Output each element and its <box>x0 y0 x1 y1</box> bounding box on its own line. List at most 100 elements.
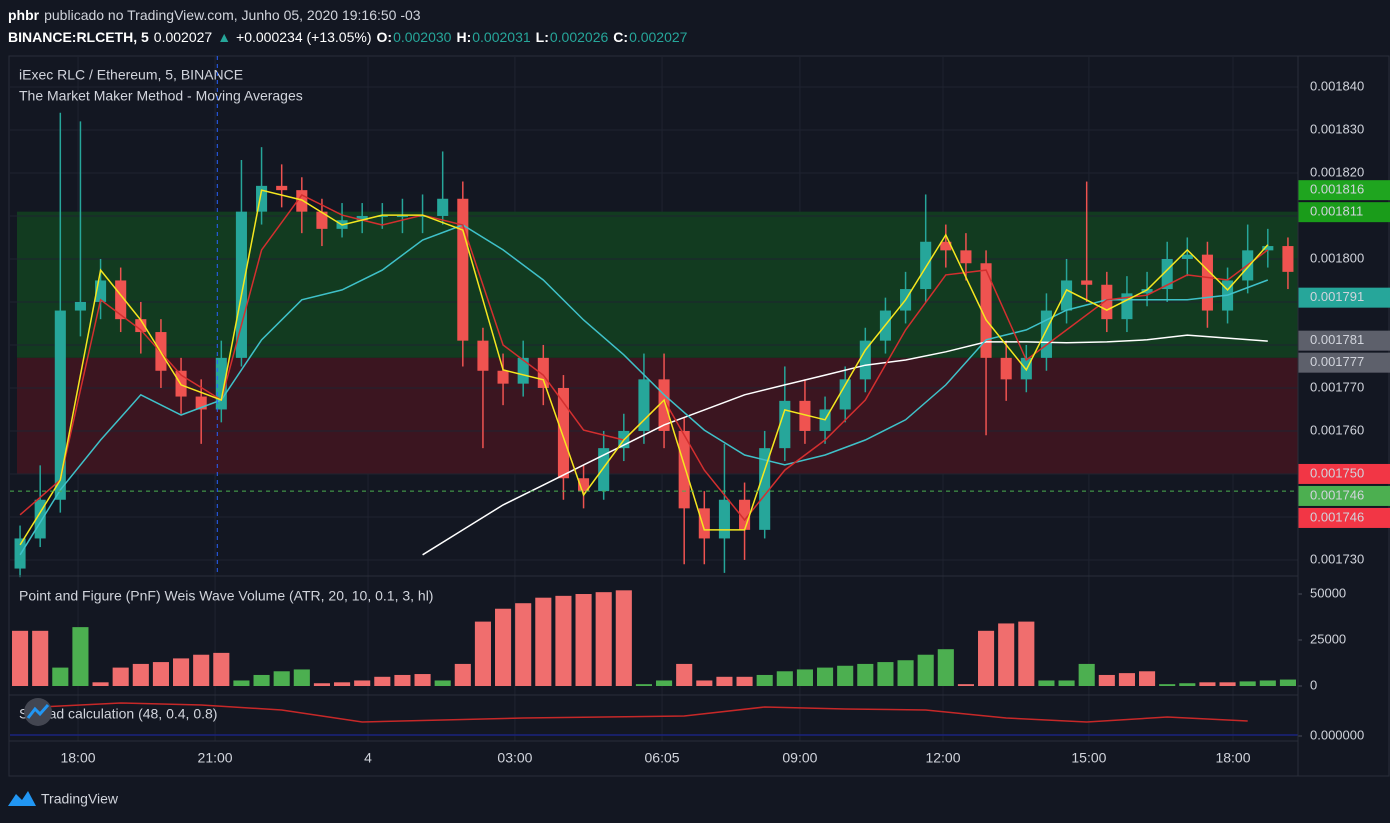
candle-body <box>316 211 328 229</box>
user: phbr <box>8 7 40 23</box>
volume-bar <box>1179 683 1196 686</box>
candle-body <box>779 400 791 449</box>
candle-body <box>1141 289 1153 294</box>
candle-body <box>376 215 388 217</box>
quote-part: O: <box>377 29 393 45</box>
volume-bar <box>1058 680 1075 686</box>
candle-body <box>799 400 811 431</box>
volume-bar <box>1038 680 1055 686</box>
candle-body <box>537 357 549 388</box>
volume-bar <box>454 663 471 686</box>
volume-bar <box>233 680 250 686</box>
x-tick-label: 03:00 <box>497 750 532 766</box>
x-tick-label: 12:00 <box>925 750 960 766</box>
y-tick-label: 0.001770 <box>1310 379 1364 394</box>
volume-bar <box>313 683 330 686</box>
series-line <box>19 224 1269 556</box>
volume-bar <box>635 684 652 686</box>
volume-bar <box>1239 681 1256 686</box>
volume-bar <box>1078 663 1095 686</box>
volume-bar <box>1098 674 1115 686</box>
candle-body <box>578 478 590 492</box>
volume-bar <box>152 662 169 686</box>
price-marker-label: 0.001777 <box>1310 354 1364 369</box>
volume-bar <box>656 680 673 686</box>
volume-bar <box>374 676 391 686</box>
volume-bar <box>193 654 210 686</box>
publish-line: phbr publicado no TradingView.com, Junho … <box>8 7 421 23</box>
candle-body <box>356 215 368 221</box>
volume-bar <box>736 676 753 686</box>
candle-body <box>718 499 730 539</box>
x-tick-label: 09:00 <box>782 750 817 766</box>
volume-bar <box>1259 680 1276 686</box>
volume-bar <box>817 667 834 686</box>
price-marker <box>1298 352 1390 373</box>
series-line <box>19 189 1269 546</box>
candle-body <box>497 370 509 384</box>
price-marker <box>1298 485 1390 506</box>
volume-bar <box>112 667 129 686</box>
icon-mark <box>26 704 50 719</box>
price-marker <box>1298 330 1390 351</box>
volume-bar <box>555 595 572 686</box>
candle-body <box>698 508 710 539</box>
x-tick-label: 4 <box>364 750 372 766</box>
candle-body <box>1201 254 1213 311</box>
volume-bar <box>1279 679 1296 686</box>
volume-bar <box>756 674 773 686</box>
volume-bar <box>173 658 190 686</box>
volume-bar <box>12 630 29 686</box>
volume-bar <box>857 663 874 686</box>
volume-bar <box>515 603 532 686</box>
candle-body <box>1081 280 1093 285</box>
candle-body <box>739 499 751 530</box>
pane-title: iExec RLC / Ethereum, 5, BINANCE <box>19 67 243 83</box>
y-tick-label: 0.001800 <box>1310 250 1364 265</box>
brand: TradingView <box>41 791 119 807</box>
x-tick-label: 21:00 <box>198 750 233 766</box>
volume-bar <box>32 630 49 686</box>
price-marker-label: 0.001781 <box>1310 332 1364 347</box>
candle-body <box>517 357 529 384</box>
candle-body <box>678 430 690 509</box>
volume-bar <box>132 663 149 686</box>
quote-part: 0.002026 <box>550 29 609 45</box>
volume-bar <box>414 674 431 686</box>
volume-bar <box>595 592 612 686</box>
y-tick-label: 0.001840 <box>1310 78 1364 93</box>
price-marker-label: 0.001746 <box>1310 509 1364 524</box>
candle-body <box>557 387 569 479</box>
y-tick-label: 0.000000 <box>1310 727 1364 742</box>
quote-part: 0.002030 <box>393 29 452 45</box>
logo-icon <box>8 791 36 806</box>
pane: 0.0017300.0017400.0017500.0017600.001770… <box>10 56 1390 578</box>
candle-body <box>115 280 127 320</box>
volume-bar <box>877 662 894 686</box>
candle-body <box>437 198 449 216</box>
volume-bar <box>978 630 995 686</box>
candle-body <box>135 319 147 333</box>
volume-bar <box>897 660 914 686</box>
volume-bar <box>273 671 290 686</box>
candle-body <box>960 250 972 264</box>
series-line <box>40 702 1248 723</box>
candle-body <box>34 499 46 539</box>
volume-bar <box>72 627 89 686</box>
candle-body <box>1161 258 1173 290</box>
volume-bar <box>575 594 592 686</box>
x-tick-label: 15:00 <box>1071 750 1106 766</box>
price-marker <box>1298 202 1390 223</box>
volume-bar <box>354 680 371 686</box>
price-marker-label: 0.001811 <box>1310 204 1363 219</box>
volume-bar <box>535 597 552 686</box>
quote-line: BINANCE:RLCETH, 5 0.002027 ▲ +0.000234 (+13… <box>8 29 688 45</box>
volume-bar <box>615 590 632 686</box>
volume-bar <box>293 669 310 686</box>
price-marker <box>1298 180 1390 201</box>
pane-subtitle: The Market Maker Method - Moving Average… <box>19 88 303 104</box>
volume-bar <box>394 674 411 686</box>
volume-bar <box>796 669 813 686</box>
price-marker-label: 0.001816 <box>1310 182 1364 197</box>
volume-bar <box>495 608 512 686</box>
